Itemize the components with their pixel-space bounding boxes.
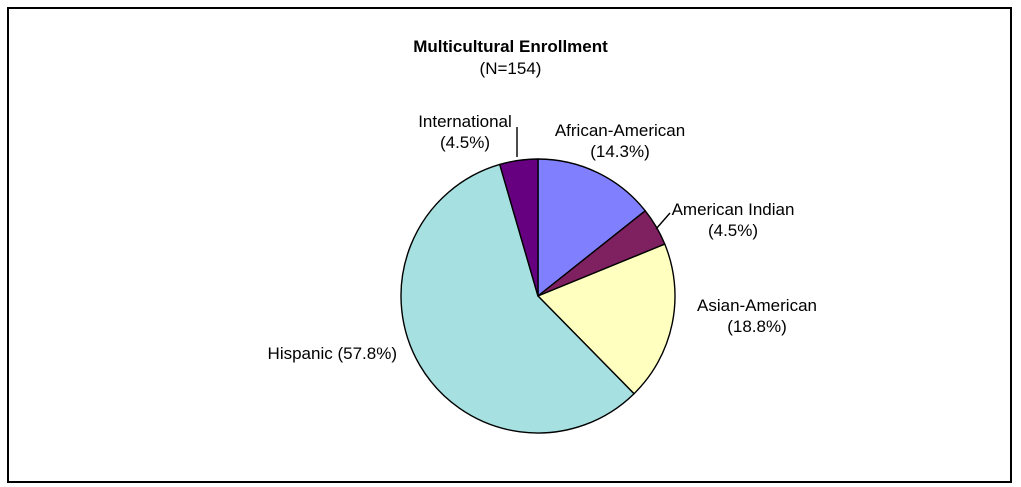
- slice-label-name: International: [418, 112, 512, 131]
- slice-label-value: (18.8%): [727, 317, 787, 336]
- chart-title: Multicultural Enrollment: [413, 37, 608, 56]
- slice-label: International (4.5%): [418, 112, 512, 152]
- slice-label: American Indian (4.5%): [672, 200, 795, 240]
- slice-label-name: Asian-American: [697, 296, 817, 315]
- slice-label-value: (4.5%): [708, 221, 758, 240]
- slice-label: Asian-American (18.8%): [697, 296, 817, 336]
- slice-label-value: (4.5%): [440, 133, 490, 152]
- chart-subtitle: (N=154): [479, 59, 542, 78]
- pie-slice-hispanic: [400, 163, 635, 434]
- slice-label-value: (14.3%): [590, 142, 650, 161]
- slice-label-name: American Indian: [672, 200, 795, 219]
- pie-slice-international: [499, 158, 539, 297]
- slice-label-name: African-American: [555, 121, 685, 140]
- pie-slice-african-american: [537, 158, 646, 297]
- slice-label: African-American (14.3%): [555, 121, 685, 161]
- slice-label: Hispanic (57.8%): [268, 344, 397, 363]
- slice-label-name: Hispanic (57.8%): [268, 344, 397, 363]
- pie-slice-asian-american: [537, 243, 676, 395]
- leader-line: [655, 212, 671, 230]
